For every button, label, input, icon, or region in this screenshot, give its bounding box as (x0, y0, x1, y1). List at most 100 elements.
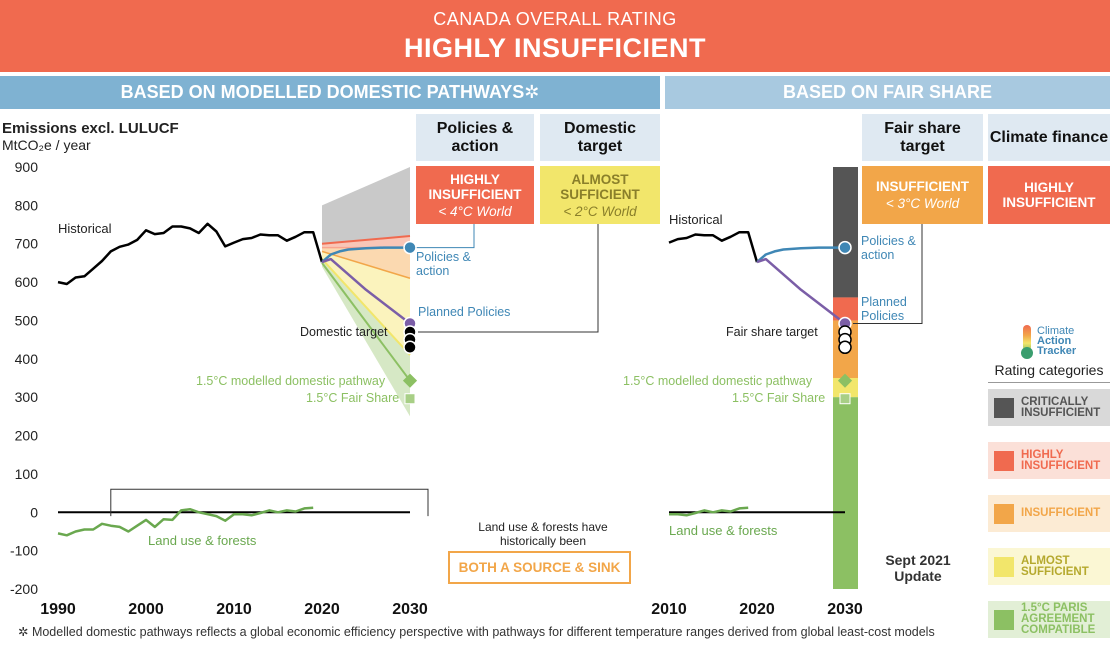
y-tick-label: 400 (15, 351, 39, 367)
rating-fair-share-label: INSUFFICIENT (876, 179, 969, 194)
label-land-use-left: Land use & forests (148, 533, 257, 548)
connector-domestic-target (418, 224, 599, 333)
legend-swatch (994, 609, 1014, 630)
legend-title: Rating categories (994, 362, 1104, 378)
y-tick-label: 500 (15, 312, 39, 328)
series-line-left (321, 257, 411, 325)
column-head-climate-finance: Climate finance (988, 114, 1110, 161)
legend-divider (988, 382, 1110, 383)
legend-swatch (994, 450, 1014, 471)
marker-fair-share-15-right (839, 393, 851, 405)
marker-modelled-15-left (402, 373, 418, 388)
y-tick-label: -100 (10, 543, 38, 559)
label-policies-right: Policies & action (861, 234, 916, 262)
legend-label: CRITICALLY INSUFFICIENT (1021, 395, 1101, 419)
legend-label: 1.5°C PARIS AGREEMENT COMPATIBLE (1021, 602, 1096, 636)
marker-target-left (403, 340, 417, 355)
marker-policies-left (403, 240, 417, 255)
x-tick-label: 2010 (651, 601, 687, 618)
x-tick-label: 2020 (739, 601, 775, 618)
label-modelled-15-right: 1.5°C modelled domestic pathway (623, 374, 813, 388)
legend-item: CRITICALLY INSUFFICIENT (988, 389, 1110, 426)
y-tick-label: 900 (15, 159, 39, 175)
y-axis-unit: MtCO₂e / year (2, 137, 91, 153)
label-land-use-note: Land use & forests have historically bee… (478, 520, 608, 548)
legend-item: 1.5°C PARIS AGREEMENT COMPATIBLE (988, 601, 1110, 638)
boundary-line (321, 250, 411, 279)
rating-policies-world: < 4°C World (438, 203, 512, 219)
label-historical-right: Historical (669, 212, 723, 227)
legend-label: INSUFFICIENT (1021, 507, 1101, 519)
rating-policies: HIGHLY INSUFFICIENT < 4°C World (416, 166, 534, 224)
fair-share-band-almost-sufficient (833, 378, 858, 398)
rating-domestic-label: ALMOST SUFFICIENT (560, 171, 640, 202)
rating-climate-finance: HIGHLY INSUFFICIENT (988, 166, 1110, 224)
series-line-right (669, 506, 749, 517)
logo-line2: Action (1037, 335, 1072, 347)
fair-share-band-critically-insufficient (833, 167, 858, 298)
legend-item: INSUFFICIENT (988, 495, 1110, 532)
banner-title: HIGHLY INSUFFICIENT (403, 33, 707, 63)
label-planned-right: Planned Policies (861, 295, 907, 323)
column-head-domestic-target: Domestic target (540, 114, 660, 161)
update-note: Sept 2021 Update (872, 552, 964, 584)
label-planned-left: Planned Policies (418, 305, 511, 319)
series-line-left (321, 246, 410, 264)
source-sink-box: BOTH A SOURCE & SINK (448, 551, 631, 584)
y-tick-label: 700 (15, 236, 39, 252)
label-modelled-15-left: 1.5°C modelled domestic pathway (196, 374, 386, 388)
fair-share-band-highly-insufficient (833, 297, 858, 321)
marker-fair-share-15-left (404, 393, 416, 405)
series-line-right (668, 230, 759, 263)
label-policies-left: Policies & action (416, 250, 471, 278)
range-paris-compatible (322, 259, 410, 417)
boundary-line (321, 262, 411, 382)
legend-label: HIGHLY INSUFFICIENT (1021, 448, 1101, 472)
x-tick-label: 2030 (392, 601, 428, 618)
legend-item: ALMOST SUFFICIENT (988, 548, 1110, 585)
land-use-bracket (110, 488, 429, 517)
y-tick-label: 0 (30, 504, 38, 520)
banner-subtitle: CANADA OVERALL RATING (433, 9, 677, 29)
label-domestic-target: Domestic target (300, 325, 388, 339)
legend-swatch (994, 503, 1014, 524)
legend-item: HIGHLY INSUFFICIENT (988, 442, 1110, 479)
fair-share-band-paris-compatible (833, 397, 858, 589)
logo-line1: Climate (1037, 325, 1075, 337)
marker-policies-right (838, 240, 852, 255)
y-tick-label: 200 (15, 428, 39, 444)
x-tick-label: 2010 (216, 601, 252, 618)
legend-swatch (994, 556, 1014, 577)
series-line-right (756, 246, 845, 264)
label-fair-share-target: Fair share target (726, 325, 818, 339)
climate-action-tracker-logo: Climate Action Tracker (1015, 322, 1110, 362)
connector-fair-share (853, 224, 923, 325)
update-note-text: Sept 2021 Update (885, 552, 951, 584)
rating-domestic-target: ALMOST SUFFICIENT < 2°C World (540, 166, 660, 224)
x-tick-label: 1990 (40, 601, 76, 618)
y-tick-label: 600 (15, 274, 39, 290)
y-tick-label: 800 (15, 197, 39, 213)
boundary-line (321, 258, 411, 356)
label-historical-left: Historical (58, 221, 112, 236)
rating-policies-label: HIGHLY INSUFFICIENT (428, 171, 522, 202)
range-insufficient (322, 247, 410, 279)
x-tick-label: 2020 (304, 601, 340, 618)
logo-line3: Tracker (1037, 345, 1077, 357)
legend-label: ALMOST SUFFICIENT (1021, 554, 1089, 578)
series-line-left (57, 506, 314, 537)
rating-banner: CANADA OVERALL RATING HIGHLY INSUFFICIEN… (0, 0, 1110, 72)
range-critically-insufficient (322, 167, 410, 244)
footnote: ✲ Modelled domestic pathways reflects a … (18, 625, 935, 639)
label-fair-share-15-left: 1.5°C Fair Share (306, 391, 400, 405)
y-tick-label: 300 (15, 389, 39, 405)
connector-policies (410, 224, 475, 249)
rating-fair-share: INSUFFICIENT < 3°C World (862, 166, 983, 224)
label-land-use-right: Land use & forests (669, 523, 778, 538)
x-tick-label: 2000 (128, 601, 164, 618)
section-head-modelled: BASED ON MODELLED DOMESTIC PATHWAYS✲ (0, 76, 660, 109)
rating-domestic-world: < 2°C World (563, 203, 637, 219)
column-head-fair-share: Fair share target (862, 114, 983, 161)
y-axis-title: Emissions excl. LULUCF (2, 120, 179, 137)
